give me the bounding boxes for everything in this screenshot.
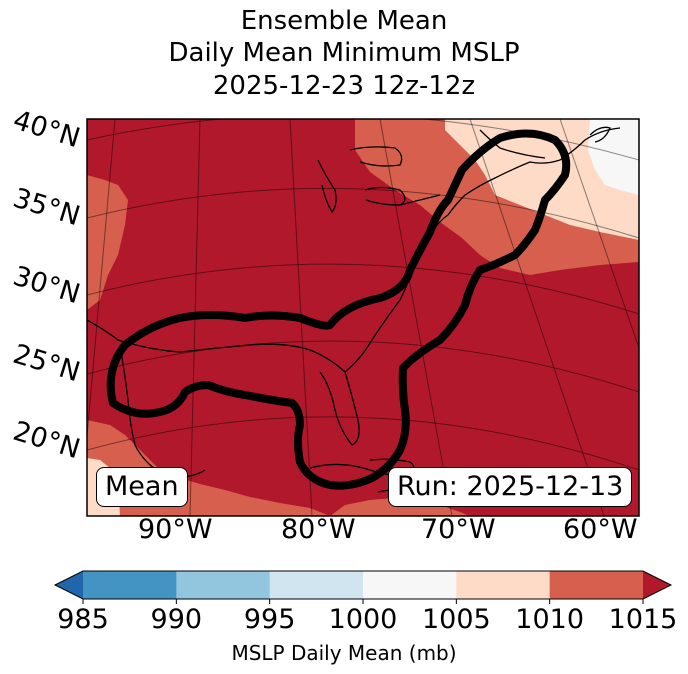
colorbar-segment <box>176 571 271 599</box>
colorbar-tick-label: 985 <box>57 604 109 635</box>
colorbar-segment <box>456 571 551 599</box>
field-995-1000-ne <box>588 119 639 195</box>
lon-label-90: 90°W <box>138 514 213 545</box>
graticule <box>87 119 639 516</box>
colorbar-tick-label: 995 <box>243 604 296 635</box>
colorbar-tick-label: 1005 <box>421 604 491 635</box>
run-badge: Run: 2025-12-13 <box>388 467 633 507</box>
colorbar-extend-low <box>55 571 83 599</box>
colorbar-segment <box>83 571 177 599</box>
title-line-1: Ensemble Mean <box>240 6 448 36</box>
lon-label-70: 70°W <box>421 514 496 545</box>
field-1005-1010-s <box>330 498 470 516</box>
field-1005-1010-w <box>87 175 128 310</box>
map-frame <box>86 118 640 517</box>
colorbar-tick-label: 1015 <box>608 604 678 635</box>
lon-label-60: 60°W <box>563 514 638 545</box>
colorbar-tick-label: 1010 <box>515 604 585 635</box>
pressure-contour <box>106 129 571 490</box>
title-line-2: Daily Mean Minimum MSLP <box>168 38 520 68</box>
mean-badge: Mean <box>96 467 188 507</box>
lon-label-80: 80°W <box>281 514 356 545</box>
colorbar-tick-label: 990 <box>150 604 203 635</box>
colorbar-tick-label: 1000 <box>328 604 398 635</box>
colorbar-segment <box>269 571 364 599</box>
colorbar-label: MSLP Daily Mean (mb) <box>231 641 457 665</box>
colorbar-segment <box>363 571 457 599</box>
colorbar-segment <box>549 571 644 599</box>
colorbar-extend-high <box>643 571 671 599</box>
title-line-3: 2025-12-23 12z-12z <box>212 71 476 101</box>
